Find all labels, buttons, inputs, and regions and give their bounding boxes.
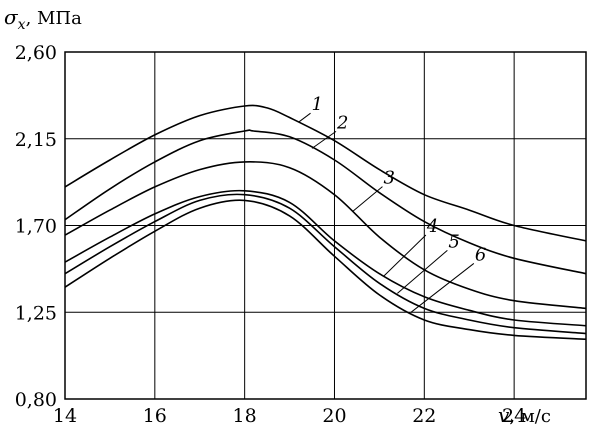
curve-6: [64, 199, 587, 340]
curve-1-label: 1: [312, 94, 323, 115]
curve-5-label: 5: [448, 231, 459, 252]
curve-4-leader: [383, 234, 427, 277]
curve-3: [64, 161, 587, 310]
x-axis-symbol: v: [498, 403, 510, 427]
curve-2-leader: [311, 130, 337, 149]
x-axis-unit: , м/с: [509, 406, 551, 427]
curve-6-label: 6: [475, 244, 486, 265]
y-tick-label: 1,25: [15, 302, 57, 324]
x-axis-title: v, м/с: [498, 403, 551, 427]
x-tick-label: 22: [412, 405, 436, 427]
y-tick-label: 0,80: [15, 389, 57, 411]
y-axis-unit: , МПа: [26, 8, 83, 29]
x-tick-label: 20: [322, 405, 346, 427]
tick-labels: 14 16 18 20 22 240,801,251,702,152,60: [15, 42, 527, 427]
plot-frame: [64, 51, 587, 400]
curve-3-leader: [352, 186, 383, 213]
label-leaders: [298, 112, 475, 313]
x-tick-label: 14: [53, 405, 77, 427]
y-tick-label: 2,60: [15, 42, 57, 64]
curve-4-label: 4: [426, 216, 438, 237]
curve-labels: 12 3 456: [312, 94, 487, 265]
y-tick-label: 1,70: [15, 216, 57, 238]
y-tick-label: 2,15: [15, 129, 57, 151]
curve-2-label: 2: [336, 112, 348, 133]
curve-4: [64, 189, 587, 327]
x-tick-label: 24: [502, 405, 526, 427]
curve-1-leader: [298, 112, 311, 123]
grid: [65, 52, 586, 399]
curve-5: [64, 193, 587, 335]
y-axis-symbol: σ: [4, 5, 19, 29]
curve-1: [64, 104, 587, 242]
curve-2: [64, 129, 587, 275]
curve-3-label: 3: [383, 168, 394, 189]
x-tick-label: 18: [233, 405, 257, 427]
y-axis-title: σx, МПа: [4, 5, 82, 33]
curve-6-leader: [410, 263, 475, 313]
y-axis-subscript: x: [18, 17, 26, 33]
x-tick-label: 16: [143, 405, 167, 427]
curve-5-leader: [397, 249, 448, 294]
curves: [64, 104, 587, 340]
